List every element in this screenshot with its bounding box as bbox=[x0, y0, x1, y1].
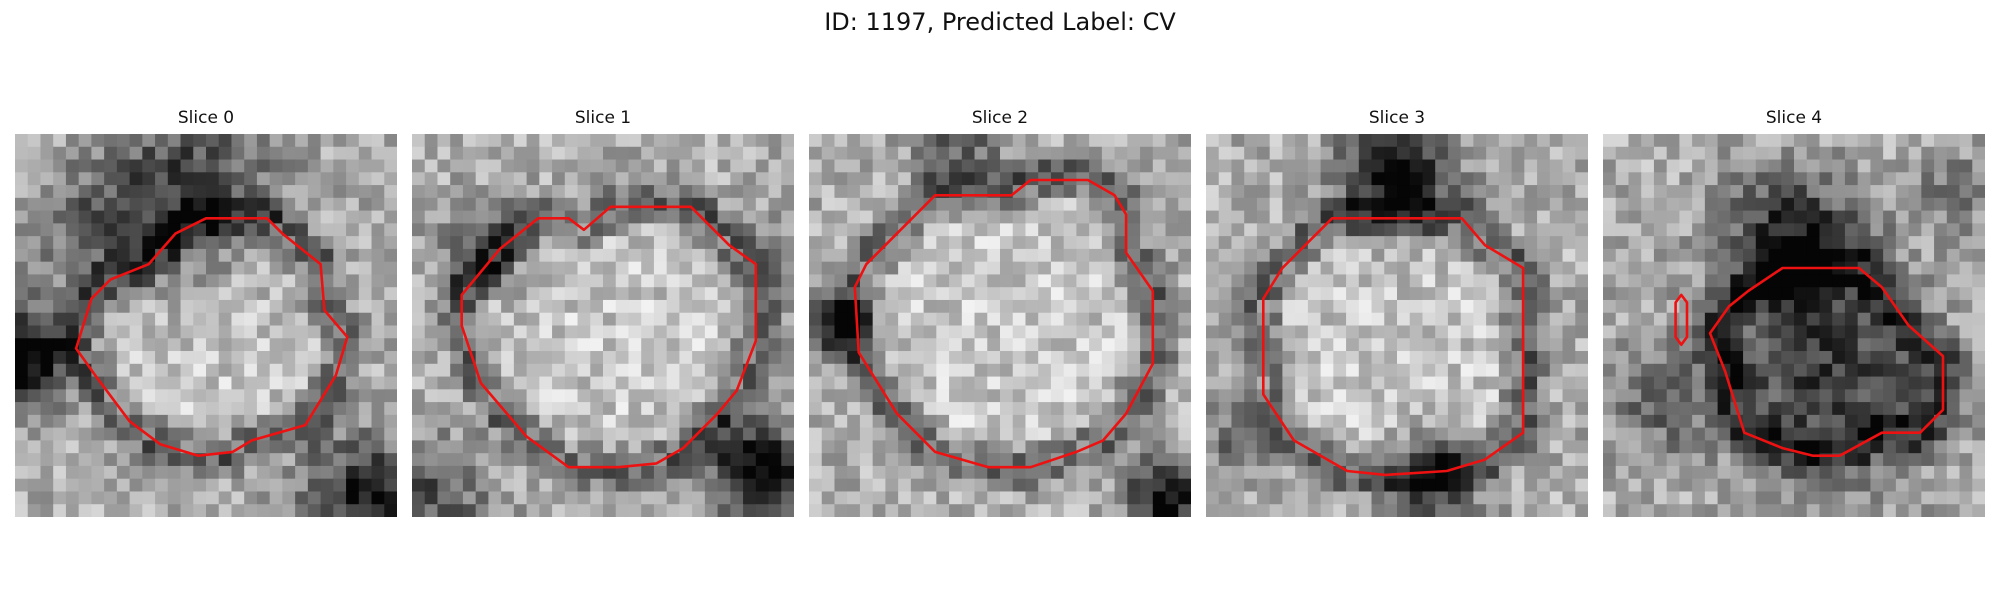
slice-title-2: Slice 2 bbox=[971, 108, 1029, 128]
slice-title-1: Slice 1 bbox=[574, 108, 632, 128]
figure-title: ID: 1197, Predicted Label: CV bbox=[824, 8, 1176, 36]
slice-image-2 bbox=[809, 134, 1191, 517]
slice-panel-1: Slice 1 bbox=[412, 108, 794, 517]
slice-pixels bbox=[1206, 134, 1588, 517]
vesicle-contour bbox=[1708, 266, 1945, 458]
slice-image-0 bbox=[15, 134, 397, 517]
slice-title-0: Slice 0 bbox=[177, 108, 235, 128]
slice-title-3: Slice 3 bbox=[1368, 108, 1426, 128]
secondary-contour bbox=[1674, 293, 1689, 346]
vesicle-contour bbox=[853, 178, 1155, 469]
slice-pixels bbox=[15, 134, 397, 517]
vesicle-contour bbox=[1261, 217, 1525, 477]
vesicle-contour bbox=[74, 217, 349, 458]
slice-title-4: Slice 4 bbox=[1765, 108, 1823, 128]
slice-panel-2: Slice 2 bbox=[809, 108, 1191, 517]
slice-pixels bbox=[809, 134, 1191, 517]
slice-panel-4: Slice 4 bbox=[1603, 108, 1985, 517]
slice-image-4 bbox=[1603, 134, 1985, 517]
slice-image-3 bbox=[1206, 134, 1588, 517]
slice-panel-3: Slice 3 bbox=[1206, 108, 1588, 517]
slice-panel-0: Slice 0 bbox=[15, 108, 397, 517]
slice-image-1 bbox=[412, 134, 794, 517]
vesicle-contour bbox=[460, 205, 758, 469]
slice-pixels bbox=[1603, 134, 1985, 517]
slice-pixels bbox=[412, 134, 794, 517]
